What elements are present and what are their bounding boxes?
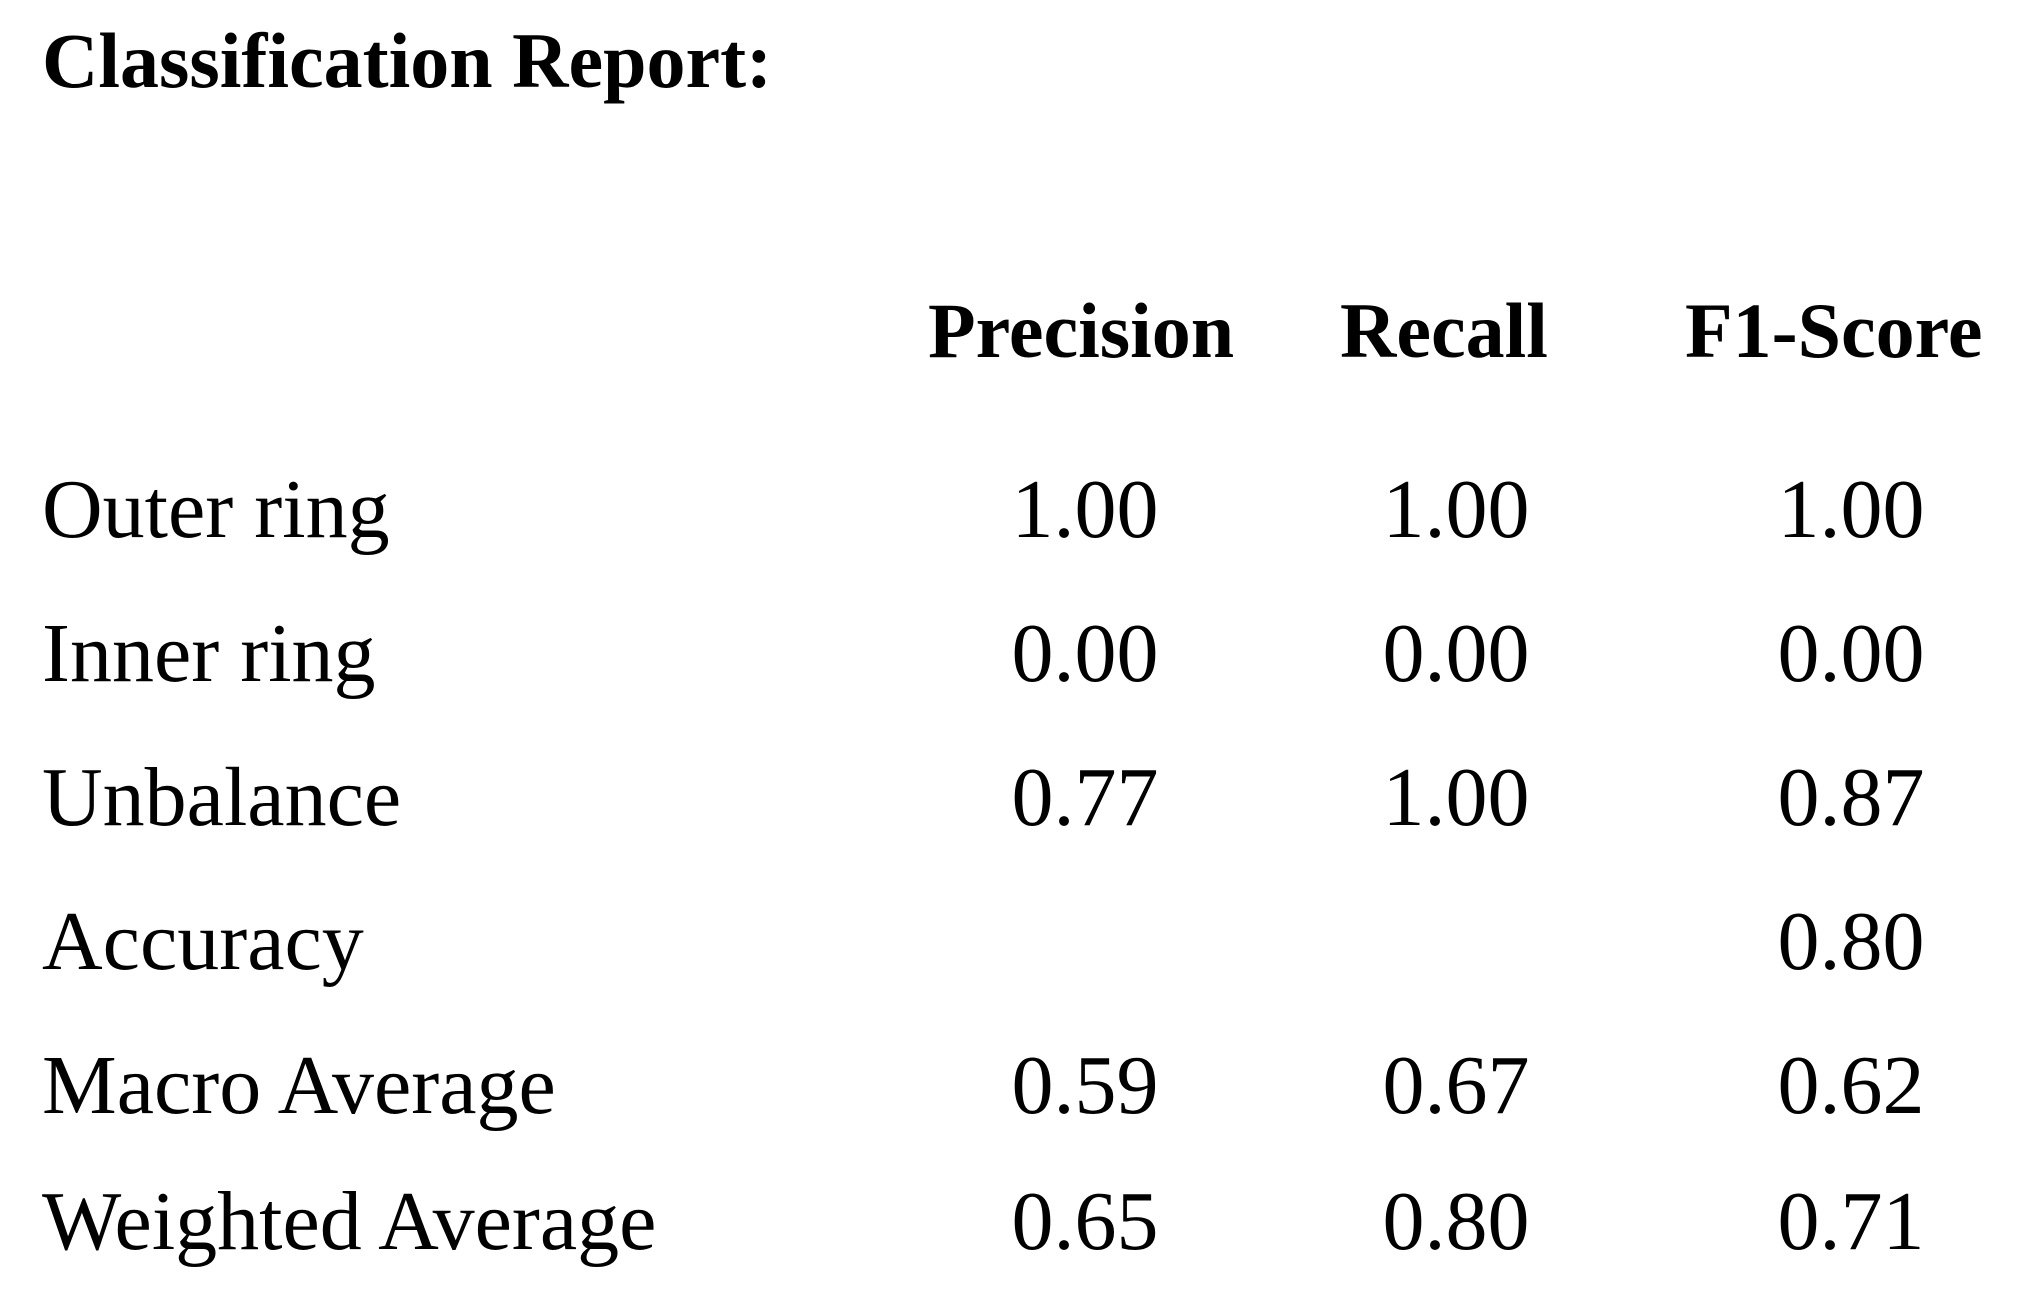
precision-value: 0.59	[1011, 1039, 1159, 1132]
precision-value: 0.77	[1011, 751, 1159, 844]
f1-score-value: 0.87	[1777, 751, 1925, 844]
f1-score-value: 0.71	[1777, 1175, 1925, 1268]
row-label: Inner ring	[42, 607, 376, 700]
table-row-outer-ring: Outer ring 1.00 1.00 1.00	[0, 460, 2028, 580]
precision-value: 0.65	[1011, 1175, 1159, 1268]
recall-value: 1.00	[1382, 751, 1530, 844]
recall-value: 0.67	[1382, 1039, 1530, 1132]
table-row-accuracy: Accuracy 0.80	[0, 892, 2028, 1012]
row-label: Weighted Average	[42, 1175, 657, 1268]
f1-score-value: 0.00	[1777, 607, 1925, 700]
table-row-macro-average: Macro Average 0.59 0.67 0.62	[0, 1036, 2028, 1156]
table-row-unbalance: Unbalance 0.77 1.00 0.87	[0, 748, 2028, 868]
column-header-precision: Precision	[928, 287, 1235, 374]
row-label: Macro Average	[42, 1039, 556, 1132]
table-row-weighted-average: Weighted Average 0.65 0.80 0.71	[0, 1172, 2028, 1292]
table-row-inner-ring: Inner ring 0.00 0.00 0.00	[0, 604, 2028, 724]
recall-value: 0.80	[1382, 1175, 1530, 1268]
row-label: Unbalance	[42, 751, 402, 844]
row-label: Accuracy	[42, 895, 364, 988]
precision-value: 1.00	[1011, 463, 1159, 556]
f1-score-value: 0.80	[1777, 895, 1925, 988]
precision-value: 0.00	[1011, 607, 1159, 700]
f1-score-value: 0.62	[1777, 1039, 1925, 1132]
f1-score-value: 1.00	[1777, 463, 1925, 556]
row-label: Outer ring	[42, 463, 390, 556]
report-title: Classification Report:	[42, 17, 773, 104]
recall-value: 1.00	[1382, 463, 1530, 556]
column-header-recall: Recall	[1340, 287, 1548, 374]
column-header-f1-score: F1-Score	[1685, 287, 1983, 374]
recall-value: 0.00	[1382, 607, 1530, 700]
